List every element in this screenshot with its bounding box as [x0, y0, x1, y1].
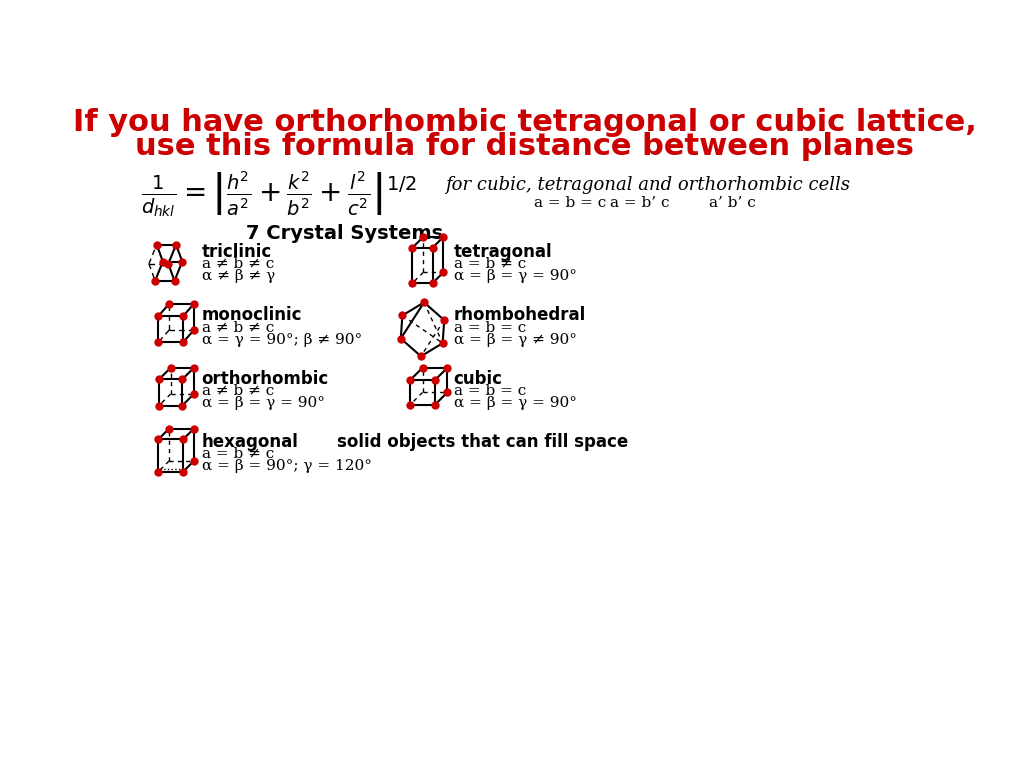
Text: α = γ = 90°; β ≠ 90°: α = γ = 90°; β ≠ 90°	[202, 333, 361, 347]
Text: a = b = c: a = b = c	[534, 196, 606, 210]
Text: α ≠ β ≠ γ: α ≠ β ≠ γ	[202, 270, 274, 283]
Text: α = β = γ = 90°: α = β = γ = 90°	[454, 396, 577, 410]
Text: solid objects that can fill space: solid objects that can fill space	[337, 432, 629, 451]
Text: a = b ≠ c: a = b ≠ c	[454, 257, 525, 271]
Text: a = b = c: a = b = c	[454, 321, 525, 335]
Text: α = β = γ ≠ 90°: α = β = γ ≠ 90°	[454, 333, 577, 347]
Text: 7 Crystal Systems: 7 Crystal Systems	[247, 223, 443, 243]
Text: a = b ≠ c: a = b ≠ c	[202, 447, 273, 461]
Text: use this formula for distance between planes: use this formula for distance between pl…	[135, 131, 914, 161]
Text: a ≠ b ≠ c: a ≠ b ≠ c	[202, 321, 273, 335]
Text: orthorhombic: orthorhombic	[202, 369, 329, 388]
Text: a ≠ b ≠ c: a ≠ b ≠ c	[202, 257, 273, 271]
Text: α = β = γ = 90°: α = β = γ = 90°	[454, 270, 577, 283]
Text: $\frac{1}{d_{hkl}} = \left|\frac{h^{2}}{a^{2}} + \frac{k^{2}}{b^{2}} + \frac{l^{: $\frac{1}{d_{hkl}} = \left|\frac{h^{2}}{…	[141, 170, 417, 220]
Text: α = β = γ = 90°: α = β = γ = 90°	[202, 396, 325, 410]
Text: rhombohedral: rhombohedral	[454, 306, 586, 324]
Text: triclinic: triclinic	[202, 243, 272, 260]
Text: cubic: cubic	[454, 369, 503, 388]
Text: a = b = c: a = b = c	[454, 384, 525, 398]
Text: monoclinic: monoclinic	[202, 306, 302, 324]
Text: If you have orthorhombic tetragonal or cubic lattice,: If you have orthorhombic tetragonal or c…	[73, 108, 977, 137]
Text: a ≠ b ≠ c: a ≠ b ≠ c	[202, 384, 273, 398]
Text: tetragonal: tetragonal	[454, 243, 552, 260]
Text: a’ b’ c: a’ b’ c	[710, 196, 756, 210]
Text: hexagonal: hexagonal	[202, 432, 299, 451]
Text: α = β = 90°; γ = 120°: α = β = 90°; γ = 120°	[202, 459, 372, 473]
Text: a = b’ c: a = b’ c	[609, 196, 670, 210]
Text: for cubic, tetragonal and orthorhombic cells: for cubic, tetragonal and orthorhombic c…	[444, 176, 850, 194]
